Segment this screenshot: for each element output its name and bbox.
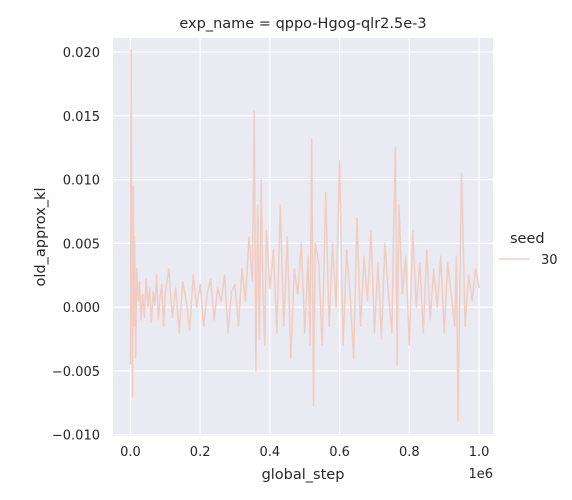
x-tick-label: 0.6: [329, 445, 350, 460]
series-lines: [129, 48, 480, 422]
y-tick-label: −0.005: [52, 365, 100, 380]
x-tick-label: 1.0: [469, 445, 490, 460]
y-tick-label: 0.015: [63, 110, 100, 125]
x-offset-label: 1e6: [468, 467, 493, 482]
y-tick-label: 0.020: [63, 46, 100, 61]
series-line-seed-30: [129, 48, 480, 422]
y-ticks: −0.010 −0.005 0.000 0.005 0.010 0.015 0.020: [52, 46, 100, 444]
x-tick-label: 0.0: [120, 445, 141, 460]
y-axis-label: old_approx_kl: [33, 188, 49, 287]
grid: [113, 38, 493, 436]
y-tick-label: −0.010: [52, 429, 100, 444]
legend-title: seed: [510, 231, 545, 247]
legend-label-seed-30: 30: [541, 253, 558, 268]
x-ticks: 0.0 0.2 0.4 0.6 0.8 1.0: [120, 445, 489, 460]
x-tick-label: 0.4: [260, 445, 281, 460]
legend: seed 30: [499, 231, 558, 268]
x-axis-label: global_step: [262, 467, 345, 483]
y-tick-label: 0.010: [63, 174, 100, 189]
x-tick-label: 0.8: [399, 445, 420, 460]
y-tick-label: 0.005: [63, 237, 100, 252]
y-tick-label: 0.000: [63, 301, 100, 316]
x-tick-label: 0.2: [190, 445, 211, 460]
chart-title: exp_name = qppo-Hgog-qlr2.5e-3: [179, 16, 426, 32]
plot-background: [113, 38, 493, 436]
